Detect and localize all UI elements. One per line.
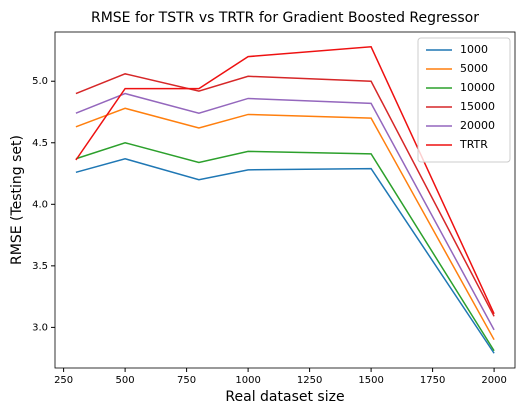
legend-label: TRTR (459, 138, 488, 151)
series-line (75, 73, 495, 317)
x-tick-label: 1750 (420, 375, 445, 386)
legend-label: 20000 (460, 119, 495, 132)
series-line (75, 45, 495, 315)
y-axis-label: RMSE (Testing set) (9, 135, 25, 265)
x-tick-label: 1000 (235, 375, 260, 386)
x-tick-label: 2000 (481, 375, 506, 386)
legend-label: 15000 (460, 100, 495, 113)
series-line (75, 107, 495, 341)
x-tick-label: 1250 (297, 375, 322, 386)
x-tick-label: 250 (54, 375, 73, 386)
x-tick-label: 500 (116, 375, 135, 386)
y-tick-label: 4.5 (32, 138, 48, 149)
plot-frame (54, 31, 516, 369)
series-line (75, 141, 495, 352)
series-line (75, 157, 495, 354)
y-tick-label: 4.0 (32, 199, 48, 210)
x-axis-label: Real dataset size (225, 389, 344, 405)
chart-title: RMSE for TSTR vs TRTR for Gradient Boost… (91, 10, 479, 26)
x-tick-label: 750 (177, 375, 196, 386)
legend-label: 5000 (460, 62, 488, 75)
legend-label: 10000 (460, 81, 495, 94)
y-tick-label: 3.0 (32, 322, 48, 333)
legend-label: 1000 (460, 43, 488, 56)
x-tick-label: 1500 (358, 375, 383, 386)
y-tick-label: 3.5 (32, 261, 48, 272)
series-line (75, 92, 495, 331)
y-tick-label: 5.0 (32, 76, 48, 87)
